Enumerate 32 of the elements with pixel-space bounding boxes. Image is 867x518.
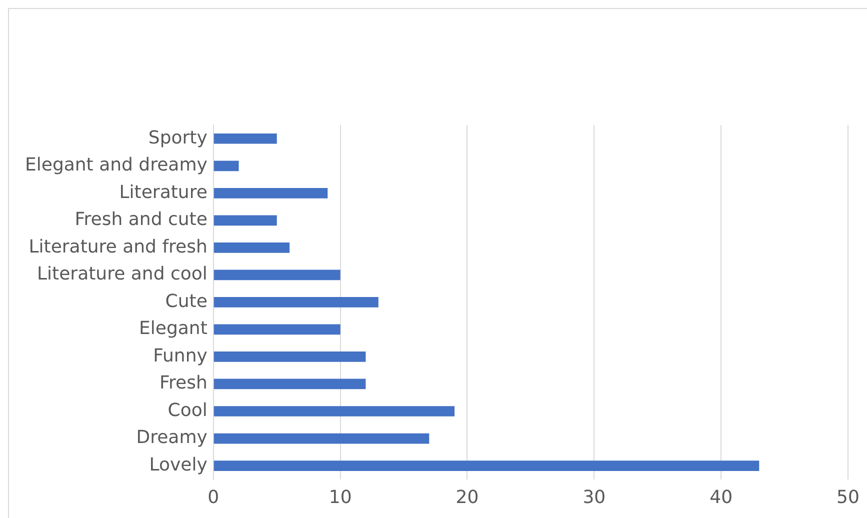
bar [214, 270, 340, 280]
bar [214, 133, 277, 144]
y-tick-label: Sporty [148, 127, 208, 148]
y-tick-label: Elegant and dreamy [24, 154, 208, 176]
x-tick-label: 10 [328, 486, 352, 508]
x-tick-label: 30 [582, 486, 606, 508]
bar [214, 160, 239, 172]
y-tick-label: Cute [165, 290, 208, 312]
bar [214, 297, 378, 308]
y-tick-label: Dreamy [136, 427, 208, 448]
y-tick-label: Fresh and cute [74, 209, 208, 230]
y-tick-label: Fresh [159, 372, 208, 394]
x-tick-label: 50 [836, 486, 860, 508]
y-tick-label: Elegant [139, 318, 208, 340]
bar [214, 352, 366, 362]
y-tick-label: Cool [168, 400, 208, 421]
y-tick-label: Literature and fresh [28, 236, 208, 258]
x-tick-label: 20 [456, 486, 479, 508]
bar [214, 215, 277, 226]
bar [214, 406, 455, 416]
bar [214, 378, 366, 390]
bar [214, 433, 430, 444]
bar [214, 460, 760, 471]
y-tick-label: Literature and cool [37, 264, 208, 285]
x-tick-label: 40 [710, 486, 733, 508]
y-tick-label: Funny [153, 345, 208, 366]
x-tick-label: 0 [208, 486, 220, 508]
bar [214, 242, 290, 253]
bar [214, 188, 328, 198]
y-tick-label: Literature [119, 182, 208, 203]
bar [214, 324, 340, 335]
y-tick-label: Lovely [149, 454, 208, 476]
